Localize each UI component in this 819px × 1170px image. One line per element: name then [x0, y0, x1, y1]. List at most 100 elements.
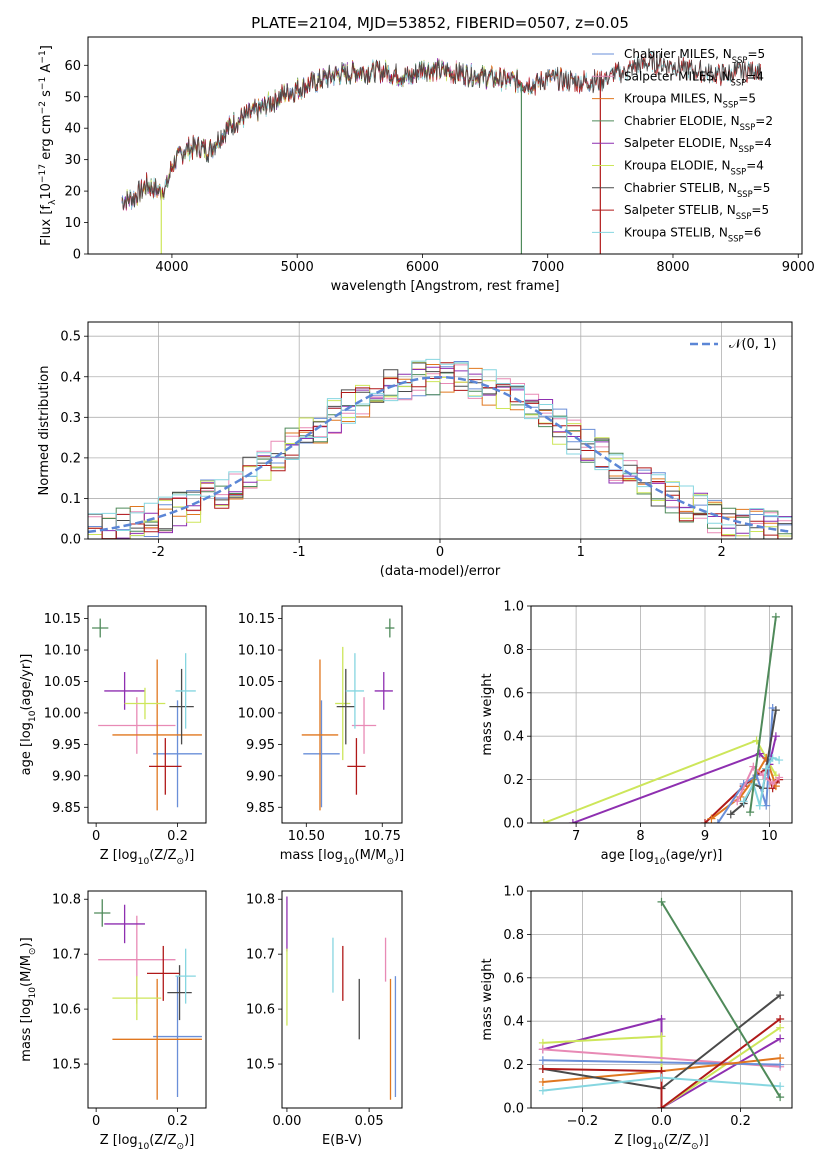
weight-line-chabrier_elodie [660, 901, 781, 1098]
y-axis-label: mass weight [480, 958, 495, 1040]
y-tick-label: 9.95 [52, 738, 81, 753]
y-tick-label: 10 [64, 216, 81, 231]
weight-marker-kroupa_stelib [768, 753, 777, 762]
y-tick-label: 0.4 [503, 730, 524, 745]
normal-curve [88, 375, 792, 534]
y-tick-label: 10.6 [246, 1003, 275, 1018]
y-axis-label: age [log10(age/yr)] [19, 654, 38, 776]
x-tick-label: 8 [636, 829, 644, 844]
weight-marker-chabrier_elodie [657, 897, 666, 906]
y-tick-label: 0.3 [60, 411, 81, 426]
weight-line-kroupa_elodie [543, 739, 777, 823]
weight-marker-chabrier_elodie [746, 808, 755, 817]
y-tick-label: 10.10 [44, 644, 81, 659]
y-tick-label: 50 [64, 90, 81, 105]
y-tick-label: 10.05 [44, 675, 81, 690]
x-axis-label: Z [log10(Z/Z⊙)] [100, 848, 195, 867]
y-tick-label: 1.0 [503, 885, 524, 900]
x-axis-label: E(B-V) [322, 1133, 362, 1148]
weight-line-salpeter_stelib [542, 1018, 781, 1108]
figure-title: PLATE=2104, MJD=53852, FIBERID=0507, z=0… [251, 14, 629, 32]
weight-marker-kroupa_stelib [739, 797, 748, 806]
weight-marker-kroupa_miles [776, 1054, 785, 1063]
weight-marker-salpeter_stelib [538, 1064, 547, 1073]
y-tick-label: 9.85 [246, 801, 275, 816]
y-tick-label: 0.5 [60, 330, 81, 345]
weight-marker-chabrier_stelib [776, 991, 785, 1000]
weight-marker-salpeter_elodie [776, 1034, 785, 1043]
plots-layer: 4000 5000 6000 7000 8000 90000102030405060wav… [19, 36, 815, 1152]
weight-marker-salpeter_stelib [701, 819, 709, 823]
y-tick-label: 10.8 [246, 893, 275, 908]
legend-label: Salpeter MILES, NSSP=4 [624, 69, 764, 87]
weight-marker-kroupa_stelib [755, 801, 764, 810]
axes-frame [281, 605, 403, 824]
y-tick-label: 0.6 [503, 971, 524, 986]
y-tick-label: 0.6 [503, 686, 524, 701]
weight_vs_age-lines [539, 612, 784, 823]
weight-marker-salpeter_miles [538, 1045, 547, 1054]
weight-marker-kroupa_stelib [657, 1073, 666, 1082]
x-tick-label: 8000 [656, 260, 689, 275]
legend-label: Kroupa MILES, NSSP=5 [624, 92, 756, 110]
x-axis-label: wavelength [Angstrom, rest frame] [331, 279, 560, 294]
x-tick-label: 10.50 [288, 829, 325, 844]
mass_vs_ebv-points [286, 896, 397, 1100]
x-tick-label: 1 [577, 545, 585, 560]
y-tick-label: 10.5 [246, 1058, 275, 1073]
y-tick-label: 0.0 [503, 817, 524, 832]
spectrum-line-salpeter_miles [121, 58, 598, 212]
weight-marker-chabrier_miles [538, 1056, 547, 1065]
x-tick-label: 0.2 [167, 1114, 188, 1129]
weight-marker-kroupa_miles [538, 1077, 547, 1086]
residuals-axes: -2 -1 0 1 2 0.0 0.1 0.2 0.3 0.4 0.5 (data-model)/er… [37, 321, 793, 579]
y-tick-label: 9.90 [52, 769, 81, 784]
y-tick-label: 10.15 [44, 612, 81, 627]
weight_vs_Z-lines [538, 897, 785, 1108]
y-tick-label: 9.85 [52, 801, 81, 816]
weight-marker-kroupa_elodie [539, 819, 548, 823]
legend-label: Chabrier MILES, NSSP=5 [624, 47, 765, 65]
x-tick-label: 5000 [281, 260, 314, 275]
y-tick-label: 10.00 [238, 706, 275, 721]
x-tick-label: 0.00 [272, 1114, 301, 1129]
weight-marker-kroupa_stelib [775, 756, 784, 765]
x-tick-label: 4000 [155, 260, 188, 275]
x-tick-label: 9000 [782, 260, 815, 275]
y-tick-label: 30 [64, 153, 81, 168]
weight_vs_age-axes: 7 8 9 10 0.0 0.2 0.4 0.6 0.8 1.0 age [log10(age/yr… [480, 600, 793, 867]
y-tick-label: 1.0 [503, 600, 524, 615]
y-axis-label: mass weight [480, 673, 495, 755]
y-tick-label: 60 [64, 59, 81, 74]
x-tick-label: 0 [92, 829, 100, 844]
legend-label: Chabrier STELIB, NSSP=5 [624, 181, 770, 199]
y-tick-label: 10.05 [238, 675, 275, 690]
legend-label: Kroupa ELODIE, NSSP=4 [624, 159, 764, 177]
x-tick-label: 7000 [531, 260, 564, 275]
age_vs_Z-points [92, 618, 202, 811]
age_vs_mass-axes: 10.50 10.75 9.85 9.90 9.95 10.00 10.05 10.10 10.… [238, 605, 404, 867]
x-axis-label: age [log10(age/yr)] [601, 848, 723, 867]
x-tick-label: 0 [92, 1114, 100, 1129]
age_vs_mass-points [301, 618, 395, 811]
x-tick-label: −0.2 [567, 1114, 599, 1129]
axes-frame [530, 605, 793, 824]
axes-frame [87, 36, 803, 255]
weight-marker-kroupa_stelib [762, 764, 771, 773]
weight-marker-salpeter_elodie [771, 732, 780, 741]
weight-marker-kroupa_elodie [657, 1032, 666, 1041]
y-tick-label: 9.90 [246, 769, 275, 784]
axes-frame [530, 890, 793, 1109]
x-tick-label: 0 [436, 545, 444, 560]
weight-line-chabrier_miles [542, 1059, 781, 1066]
x-tick-label: 9 [701, 829, 709, 844]
x-tick-label: -1 [293, 545, 306, 560]
mass_vs_ebv-axes: 0.00 0.05 10.5 10.6 10.7 10.8 E(B-V) [246, 890, 403, 1148]
y-tick-label: 0.8 [503, 928, 524, 943]
y-tick-label: 9.95 [246, 738, 275, 753]
weight-marker-salpeter_miles [768, 779, 777, 788]
y-tick-label: 0.4 [60, 370, 81, 385]
y-tick-label: 10.7 [52, 948, 81, 963]
y-tick-label: 20 [64, 185, 81, 200]
